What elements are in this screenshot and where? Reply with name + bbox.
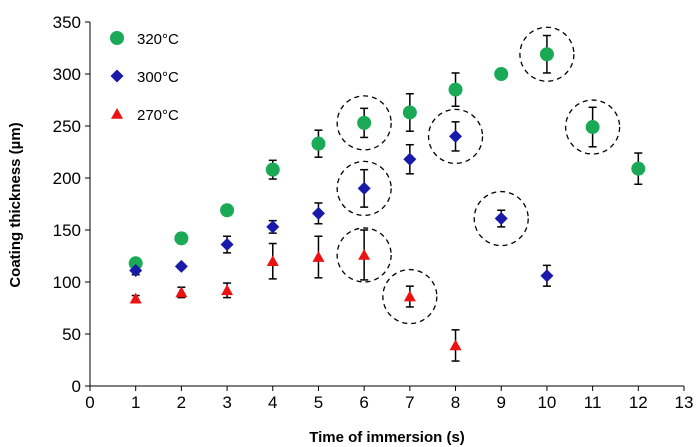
y-tick-label: 0: [72, 377, 81, 396]
legend-label: 320°C: [137, 31, 179, 48]
data-point: [129, 292, 142, 304]
highlight-circle: [336, 160, 392, 217]
x-tick-label: 5: [314, 393, 323, 412]
y-tick-label: 250: [53, 117, 81, 136]
x-tick-label: 0: [85, 393, 94, 412]
data-point: [358, 248, 371, 260]
x-axis-title: Time of immersion (s): [309, 429, 465, 446]
highlight-circle: [473, 190, 529, 247]
highlight-circle: [382, 268, 438, 325]
highlight-circle: [564, 99, 621, 155]
y-tick-label: 50: [62, 325, 81, 344]
data-point: [311, 136, 326, 151]
y-tick-label: 300: [53, 65, 81, 84]
data-point: [449, 129, 463, 143]
highlight-circle: [427, 108, 484, 165]
data-point: [174, 259, 188, 273]
x-tick-label: 13: [675, 393, 694, 412]
data-markers: [128, 47, 646, 351]
data-point: [128, 256, 143, 271]
y-axis-title: Coating thickness (µm): [7, 122, 24, 287]
data-point: [221, 284, 234, 296]
y-tick-label: 200: [53, 169, 81, 188]
x-tick-label: 8: [451, 393, 460, 412]
x-tick-label: 1: [131, 393, 140, 412]
data-point: [631, 161, 646, 176]
legend-marker: [110, 31, 124, 45]
data-point: [266, 220, 280, 234]
x-tick-label: 11: [584, 393, 602, 412]
legend-marker: [111, 108, 123, 119]
data-point: [175, 286, 188, 298]
legend-marker: [110, 69, 124, 83]
data-point: [403, 290, 416, 302]
legend-label: 270°C: [137, 107, 179, 124]
data-point: [357, 181, 371, 195]
data-point: [220, 238, 234, 252]
highlight-circle: [336, 95, 392, 151]
data-point: [312, 251, 325, 262]
x-tick-label: 3: [222, 393, 231, 412]
x-tick-label: 4: [268, 393, 277, 412]
data-point: [585, 120, 600, 135]
data-point: [402, 105, 417, 120]
data-point: [539, 47, 554, 62]
data-point: [129, 264, 143, 278]
y-tick-label: 150: [53, 221, 81, 240]
data-point: [494, 67, 509, 81]
highlight-circle: [519, 26, 575, 82]
data-point: [448, 82, 463, 97]
data-point: [174, 231, 189, 246]
highlight-circle: [336, 227, 392, 283]
data-point: [220, 203, 235, 218]
highlight-circles: [336, 26, 621, 325]
x-tick-label: 9: [496, 393, 505, 412]
x-tick-label: 7: [405, 393, 414, 412]
y-tick-label: 100: [53, 273, 81, 292]
legend-label: 300°C: [137, 69, 179, 86]
data-point: [266, 255, 279, 266]
data-point: [449, 339, 462, 351]
data-point: [540, 269, 554, 283]
x-tick-label: 10: [537, 393, 556, 412]
data-point: [265, 162, 280, 177]
legend: 320°C 300°C 270°C: [110, 31, 179, 124]
error-bars: [131, 34, 643, 362]
data-point: [403, 152, 417, 166]
x-tick-label: 2: [177, 393, 186, 412]
data-point: [494, 212, 508, 226]
data-point: [311, 206, 325, 220]
data-point: [357, 115, 372, 130]
y-tick-label: 350: [53, 13, 81, 32]
x-tick-label: 6: [359, 393, 368, 412]
x-tick-label: 12: [629, 393, 648, 412]
